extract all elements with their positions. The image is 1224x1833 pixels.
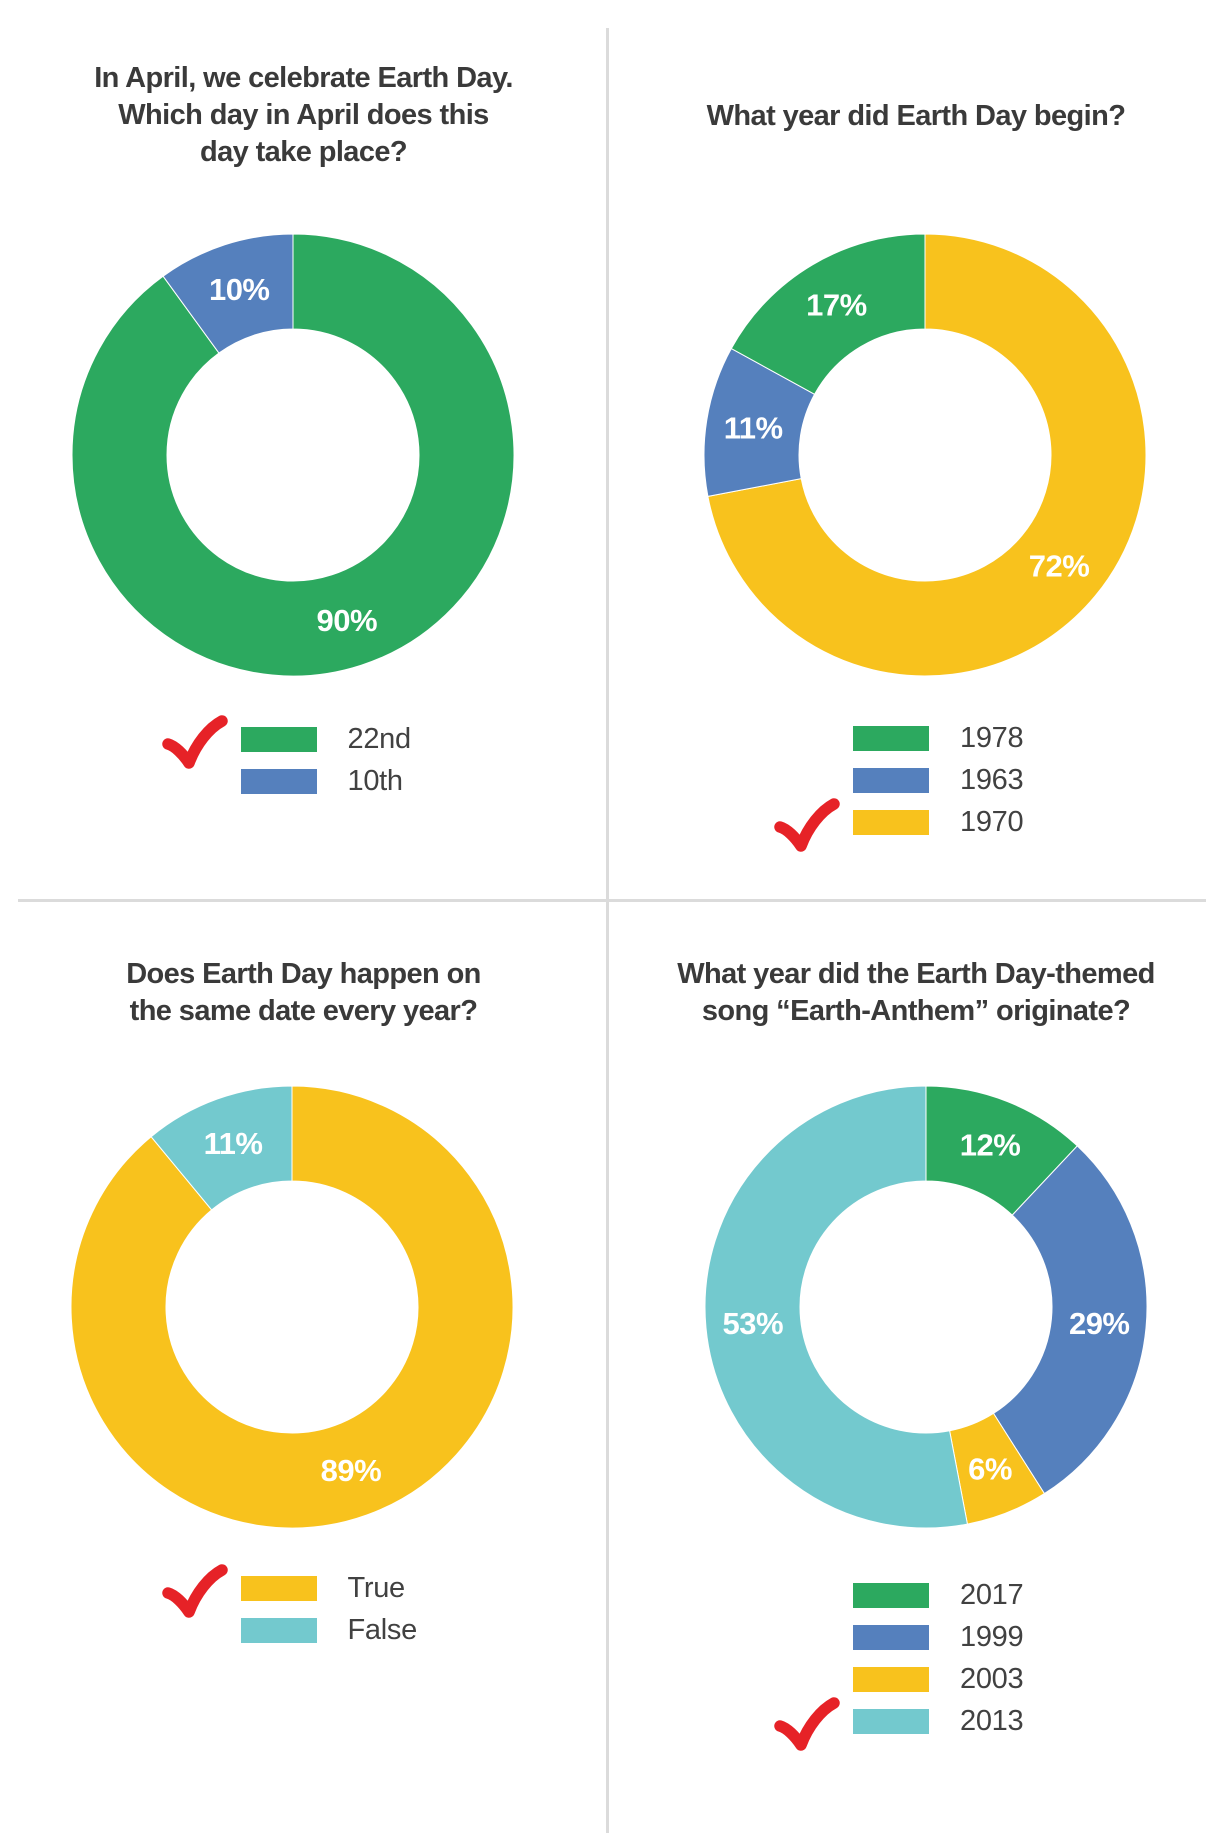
chart-legend: True False [161, 1563, 444, 1646]
slice-percent-label: 53% [722, 1306, 783, 1341]
check-slot [161, 1563, 228, 1618]
donut-slice-True [70, 1085, 514, 1529]
chart-title: What year did Earth Day begin? [616, 98, 1216, 135]
quadrant-same-date-question: Does Earth Day happen on the same date e… [0, 902, 607, 1833]
legend-label: 1999 [960, 1621, 1024, 1653]
legend-swatch [240, 727, 317, 752]
donut-slice-2013 [704, 1085, 968, 1529]
chart-title: In April, we celebrate Earth Day. Which … [8, 60, 599, 171]
correct-answer-check-icon [161, 1563, 228, 1618]
quadrant-earth-day-date: In April, we celebrate Earth Day. Which … [0, 0, 607, 899]
legend-label: 10th [347, 765, 404, 797]
legend-swatch [240, 1576, 317, 1601]
legend-row: 2013 [774, 1696, 1056, 1751]
legend-row: 2017 [776, 1579, 1056, 1611]
donut-slice-1978 [730, 233, 926, 395]
title-line: Which day in April does this [118, 99, 489, 131]
slice-percent-label: 11% [204, 1126, 263, 1161]
legend-label: 1963 [960, 764, 1024, 796]
legend-row: 1963 [776, 764, 1056, 796]
quadrant-earth-anthem-year: What year did the Earth Day-themed song … [608, 902, 1224, 1833]
donut-slice-10th [162, 233, 294, 354]
legend-swatch [853, 1667, 929, 1692]
vertical-divider [606, 28, 609, 1833]
legend-label: 22nd [347, 723, 412, 755]
chart-title: What year did the Earth Day-themed song … [616, 956, 1216, 1030]
donut-chart-earth-day-date: 90% 10% [68, 230, 518, 680]
legend-label: False [347, 1614, 418, 1646]
check-slot [776, 1667, 838, 1692]
slice-percent-label: 12% [960, 1128, 1021, 1163]
chart-legend: 2017 1999 2003 2013 [774, 1579, 1056, 1751]
check-slot [774, 797, 840, 852]
check-slot [164, 769, 226, 794]
donut-chart-earth-anthem-year: 12% 29% 6% 53% [701, 1082, 1151, 1532]
check-slot [161, 714, 228, 769]
correct-answer-check-icon [774, 797, 840, 852]
title-line: What year did the Earth Day-themed [677, 958, 1155, 990]
legend-swatch [853, 726, 929, 751]
legend-swatch [853, 810, 929, 835]
chart-legend: 1978 1963 1970 [774, 722, 1056, 852]
legend-row: 1978 [776, 722, 1056, 754]
correct-answer-check-icon [161, 714, 228, 769]
horizontal-divider [18, 899, 1206, 902]
title-line: Does Earth Day happen on [126, 958, 481, 990]
slice-percent-label: 89% [321, 1453, 382, 1488]
legend-row: True [161, 1563, 444, 1618]
legend-label: 1970 [960, 806, 1024, 838]
slice-percent-label: 90% [316, 603, 377, 638]
legend-label: 2017 [960, 1579, 1024, 1611]
check-slot [774, 1696, 840, 1751]
donut-slice-22nd [71, 233, 515, 677]
chart-legend: 22nd 10th [161, 714, 444, 797]
check-slot [776, 768, 838, 793]
title-line: What year did Earth Day begin? [706, 100, 1126, 132]
legend-label: 1978 [960, 722, 1024, 754]
legend-label: 2013 [960, 1705, 1024, 1737]
legend-swatch [853, 1625, 929, 1650]
legend-row: 22nd [161, 714, 444, 769]
slice-percent-label: 10% [209, 272, 270, 307]
slice-percent-label: 11% [724, 410, 783, 445]
legend-row: 2003 [776, 1663, 1056, 1695]
legend-row: 10th [164, 765, 444, 797]
donut-slice-1970 [707, 233, 1147, 677]
donut-chart-begin-year: 72% 11% 17% [700, 230, 1150, 680]
slice-percent-label: 17% [806, 288, 867, 323]
title-line: song “Earth-Anthem” originate? [701, 995, 1131, 1027]
title-line: the same date every year? [129, 995, 478, 1027]
legend-swatch [853, 1583, 929, 1608]
check-slot [164, 1618, 226, 1643]
title-line: In April, we celebrate Earth Day. [94, 62, 513, 94]
legend-swatch [240, 1618, 317, 1643]
legend-label: True [347, 1572, 406, 1604]
check-slot [776, 1625, 838, 1650]
legend-row: 1999 [776, 1621, 1056, 1653]
chart-title: Does Earth Day happen on the same date e… [8, 956, 599, 1030]
quadrant-earth-day-begin-year: What year did Earth Day begin? 72% 11% 17%… [608, 0, 1224, 899]
slice-percent-label: 6% [968, 1451, 1012, 1486]
legend-swatch [853, 768, 929, 793]
check-slot [776, 726, 838, 751]
legend-swatch [853, 1709, 929, 1734]
title-line: day take place? [200, 136, 408, 168]
legend-swatch [240, 769, 317, 794]
legend-row: 1970 [774, 797, 1056, 852]
legend-label: 2003 [960, 1663, 1024, 1695]
legend-row: False [164, 1614, 444, 1646]
donut-slice-False [150, 1085, 293, 1211]
correct-answer-check-icon [774, 1696, 840, 1751]
slice-percent-label: 72% [1029, 548, 1090, 583]
slice-percent-label: 29% [1069, 1306, 1130, 1341]
check-slot [776, 1583, 838, 1608]
donut-slice-1999 [992, 1145, 1148, 1495]
donut-chart-same-date: 89% 11% [67, 1082, 517, 1532]
